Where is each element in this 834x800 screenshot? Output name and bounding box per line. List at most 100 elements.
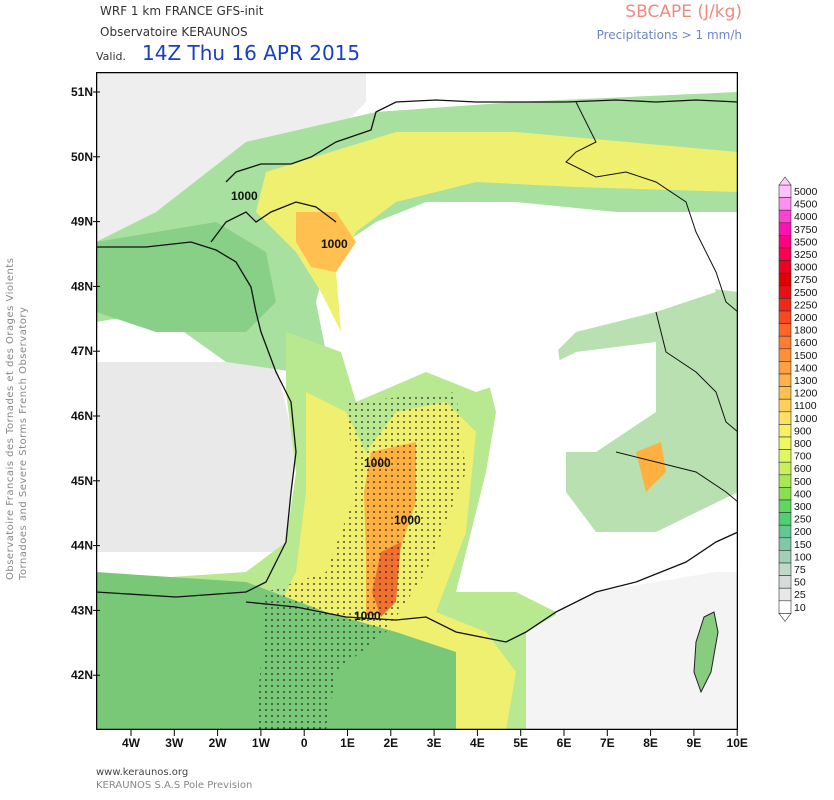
legend-swatch	[778, 310, 792, 324]
legend-label: 1500	[794, 350, 818, 362]
parameter-title: SBCAPE (J/kg)	[625, 2, 742, 22]
biscay-grey	[96, 362, 296, 552]
legend-swatch	[778, 562, 792, 576]
legend-swatch	[778, 235, 792, 249]
legend-top-arrow	[778, 176, 792, 186]
lon-tick-label: 5E	[513, 736, 528, 750]
lat-tick-label: 51N	[71, 85, 93, 99]
coastline	[96, 99, 738, 643]
legend-label: 2500	[794, 287, 818, 299]
legend-label: 3750	[794, 224, 818, 236]
lon-tick-label: 3W	[165, 736, 184, 750]
lat-tick-label: 44N	[71, 539, 93, 553]
model-title: WRF 1 km FRANCE GFS-init	[100, 4, 264, 18]
lat-tick-label: 46N	[71, 409, 93, 423]
lon-tick-label: 8E	[643, 736, 658, 750]
legend-label: 1000	[794, 413, 818, 425]
contour-label: 1000	[394, 513, 421, 527]
legend-swatch	[778, 524, 792, 539]
contour-label: 1000	[231, 189, 258, 203]
legend-bottom-arrow	[778, 613, 792, 622]
legend-label: 50	[794, 577, 806, 589]
cape-map: 1000 1000 1000 1000 1000	[96, 72, 738, 730]
lat-tick-label: 45N	[71, 474, 93, 488]
lat-tick-label: 49N	[71, 215, 93, 229]
map-frame	[96, 72, 738, 730]
legend-swatch	[778, 348, 792, 362]
legend-swatch	[778, 373, 792, 387]
cape-zone-brittany	[96, 222, 276, 332]
precip-note: Precipitations > 1 mm/h	[596, 28, 742, 42]
cape-zone-north-yellow	[256, 132, 738, 332]
legend-label: 10	[794, 602, 806, 614]
legend-swatch	[778, 197, 792, 211]
legend-swatch	[778, 222, 792, 236]
lon-tick-label: 3E	[427, 736, 442, 750]
lon-tick-label: 6E	[557, 736, 572, 750]
cape-legend: 5000450040003750350032503000275025002250…	[778, 176, 818, 622]
lon-tick-label: 9E	[687, 736, 702, 750]
legend-label: 2250	[794, 299, 818, 311]
lon-tick-label: 10E	[727, 736, 748, 750]
legend-swatch	[778, 298, 792, 312]
legend-label: 1300	[794, 375, 818, 387]
legend-swatch	[778, 600, 792, 614]
legend-swatch	[778, 411, 792, 425]
footer-company: KERAUNOS S.A.S Pole Prevision	[96, 780, 253, 791]
legend-swatch	[778, 335, 792, 350]
legend-swatch	[778, 537, 792, 551]
mediterranean	[526, 572, 738, 730]
precip-dots	[256, 392, 466, 730]
legend-swatch	[778, 550, 792, 564]
legend-label: 1200	[794, 388, 818, 400]
lon-tick-label: 2E	[383, 736, 398, 750]
legend-swatch	[778, 323, 792, 337]
legend-label: 3500	[794, 236, 818, 248]
valid-time: 14Z Thu 16 APR 2015	[142, 41, 361, 65]
legend-swatch	[778, 424, 792, 438]
lon-tick-label: 1E	[340, 736, 355, 750]
lon-tick-label: 7E	[600, 736, 615, 750]
legend-swatch	[778, 487, 792, 501]
lat-tick-label: 48N	[71, 279, 93, 293]
legend-label: 1800	[794, 325, 818, 337]
legend-label: 2750	[794, 274, 818, 286]
lon-tick-label: 0	[301, 736, 308, 750]
legend-swatch	[778, 209, 792, 224]
legend-label: 300	[794, 501, 812, 513]
legend-swatch	[778, 361, 792, 375]
legend-swatch	[778, 461, 792, 476]
legend-label: 600	[794, 463, 812, 475]
legend-label: 3000	[794, 262, 818, 274]
legend-label: 75	[794, 564, 806, 576]
observatory-name: Observatoire KERAUNOS	[100, 25, 248, 39]
legend-swatch	[778, 184, 792, 198]
lon-tick-label: 2W	[209, 736, 228, 750]
legend-swatch	[778, 474, 792, 488]
legend-label: 1400	[794, 362, 818, 374]
lon-tick-label: 1W	[252, 736, 271, 750]
legend-swatch	[778, 499, 792, 513]
lat-tick-label: 42N	[71, 668, 93, 682]
legend-swatch	[778, 247, 792, 261]
legend-swatch	[778, 272, 792, 287]
lon-tick-label: 4E	[470, 736, 485, 750]
legend-label: 1600	[794, 337, 818, 349]
contour-label: 1000	[354, 609, 381, 623]
cape-orange-normandy	[296, 212, 356, 272]
cape-orange-provence	[636, 442, 666, 492]
legend-label: 150	[794, 539, 812, 551]
legend-swatch	[778, 575, 792, 589]
legend-label: 500	[794, 476, 812, 488]
legend-swatch	[778, 386, 792, 400]
legend-label: 4000	[794, 211, 818, 223]
legend-swatch	[778, 449, 792, 463]
legend-swatch	[778, 285, 792, 299]
contour-label: 1000	[321, 237, 348, 251]
legend-swatch	[778, 512, 792, 526]
contour-label: 1000	[364, 456, 391, 470]
legend-label: 800	[794, 438, 812, 450]
legend-swatch	[778, 587, 792, 602]
legend-label: 3250	[794, 249, 818, 261]
